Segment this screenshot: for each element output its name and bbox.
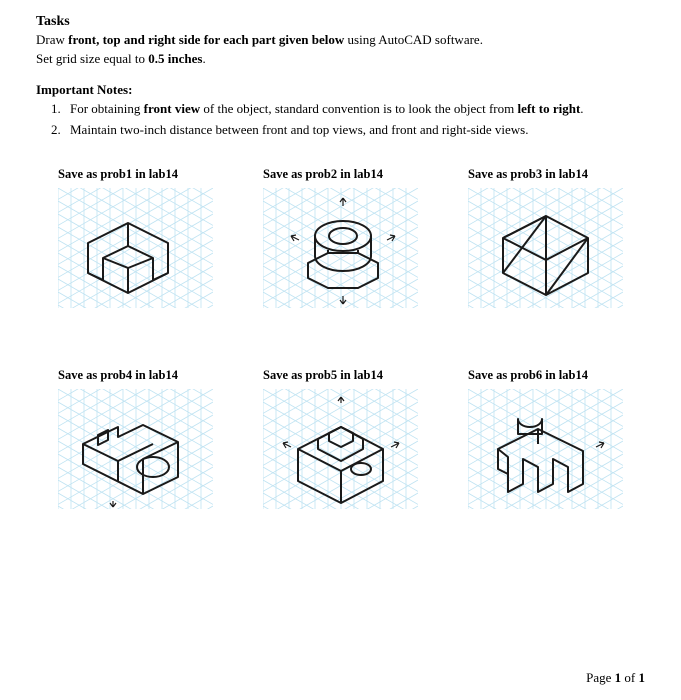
shape (263, 389, 418, 509)
shape (468, 389, 623, 509)
tasks-heading: Tasks (36, 14, 645, 30)
shape (58, 389, 213, 509)
shape (58, 188, 213, 308)
text: . (580, 101, 583, 116)
figure-row-1: Save as prob1 in lab14 (36, 167, 645, 308)
isometric-drawing (468, 188, 623, 308)
text: of (621, 670, 638, 685)
isometric-drawing (468, 389, 623, 509)
text: For obtaining (70, 101, 144, 116)
note-item-2: Maintain two-inch distance between front… (64, 121, 645, 139)
task-line-1: Draw front, top and right side for each … (36, 32, 645, 49)
text-bold: front view (144, 101, 200, 116)
figure-3: Save as prob3 in lab14 (468, 167, 623, 308)
text: Draw (36, 32, 68, 47)
text: . (202, 51, 205, 66)
figure-caption: Save as prob4 in lab14 (58, 368, 213, 383)
figure-row-2: Save as prob4 in lab14 (36, 368, 645, 509)
figure-1: Save as prob1 in lab14 (58, 167, 213, 308)
note-item-1: For obtaining front view of the object, … (64, 100, 645, 118)
figure-caption: Save as prob2 in lab14 (263, 167, 418, 182)
page-sheet: Tasks Draw front, top and right side for… (0, 0, 681, 700)
isometric-drawing (58, 188, 213, 308)
figure-caption: Save as prob3 in lab14 (468, 167, 623, 182)
text-bold: 0.5 inches (148, 51, 202, 66)
shape (468, 188, 623, 308)
isometric-drawing (263, 188, 418, 308)
task-line-2: Set grid size equal to 0.5 inches. (36, 51, 645, 68)
text: using AutoCAD software. (344, 32, 483, 47)
notes-heading: Important Notes: (36, 82, 645, 98)
figure-6: Save as prob6 in lab14 (468, 368, 623, 509)
text: Page (586, 670, 615, 685)
figure-2: Save as prob2 in lab14 (263, 167, 418, 308)
text: Set grid size equal to (36, 51, 148, 66)
shape (263, 188, 418, 308)
isometric-drawing (263, 389, 418, 509)
text-bold: 1 (639, 670, 646, 685)
figure-5: Save as prob5 in lab14 (263, 368, 418, 509)
figure-caption: Save as prob1 in lab14 (58, 167, 213, 182)
notes-list: For obtaining front view of the object, … (64, 100, 645, 139)
isometric-drawing (58, 389, 213, 509)
text-bold: left to right (517, 101, 580, 116)
page-number: Page 1 of 1 (586, 670, 645, 686)
text: of the object, standard convention is to… (200, 101, 517, 116)
figure-caption: Save as prob5 in lab14 (263, 368, 418, 383)
figure-caption: Save as prob6 in lab14 (468, 368, 623, 383)
text-bold: front, top and right side for each part … (68, 32, 344, 47)
figure-4: Save as prob4 in lab14 (58, 368, 213, 509)
